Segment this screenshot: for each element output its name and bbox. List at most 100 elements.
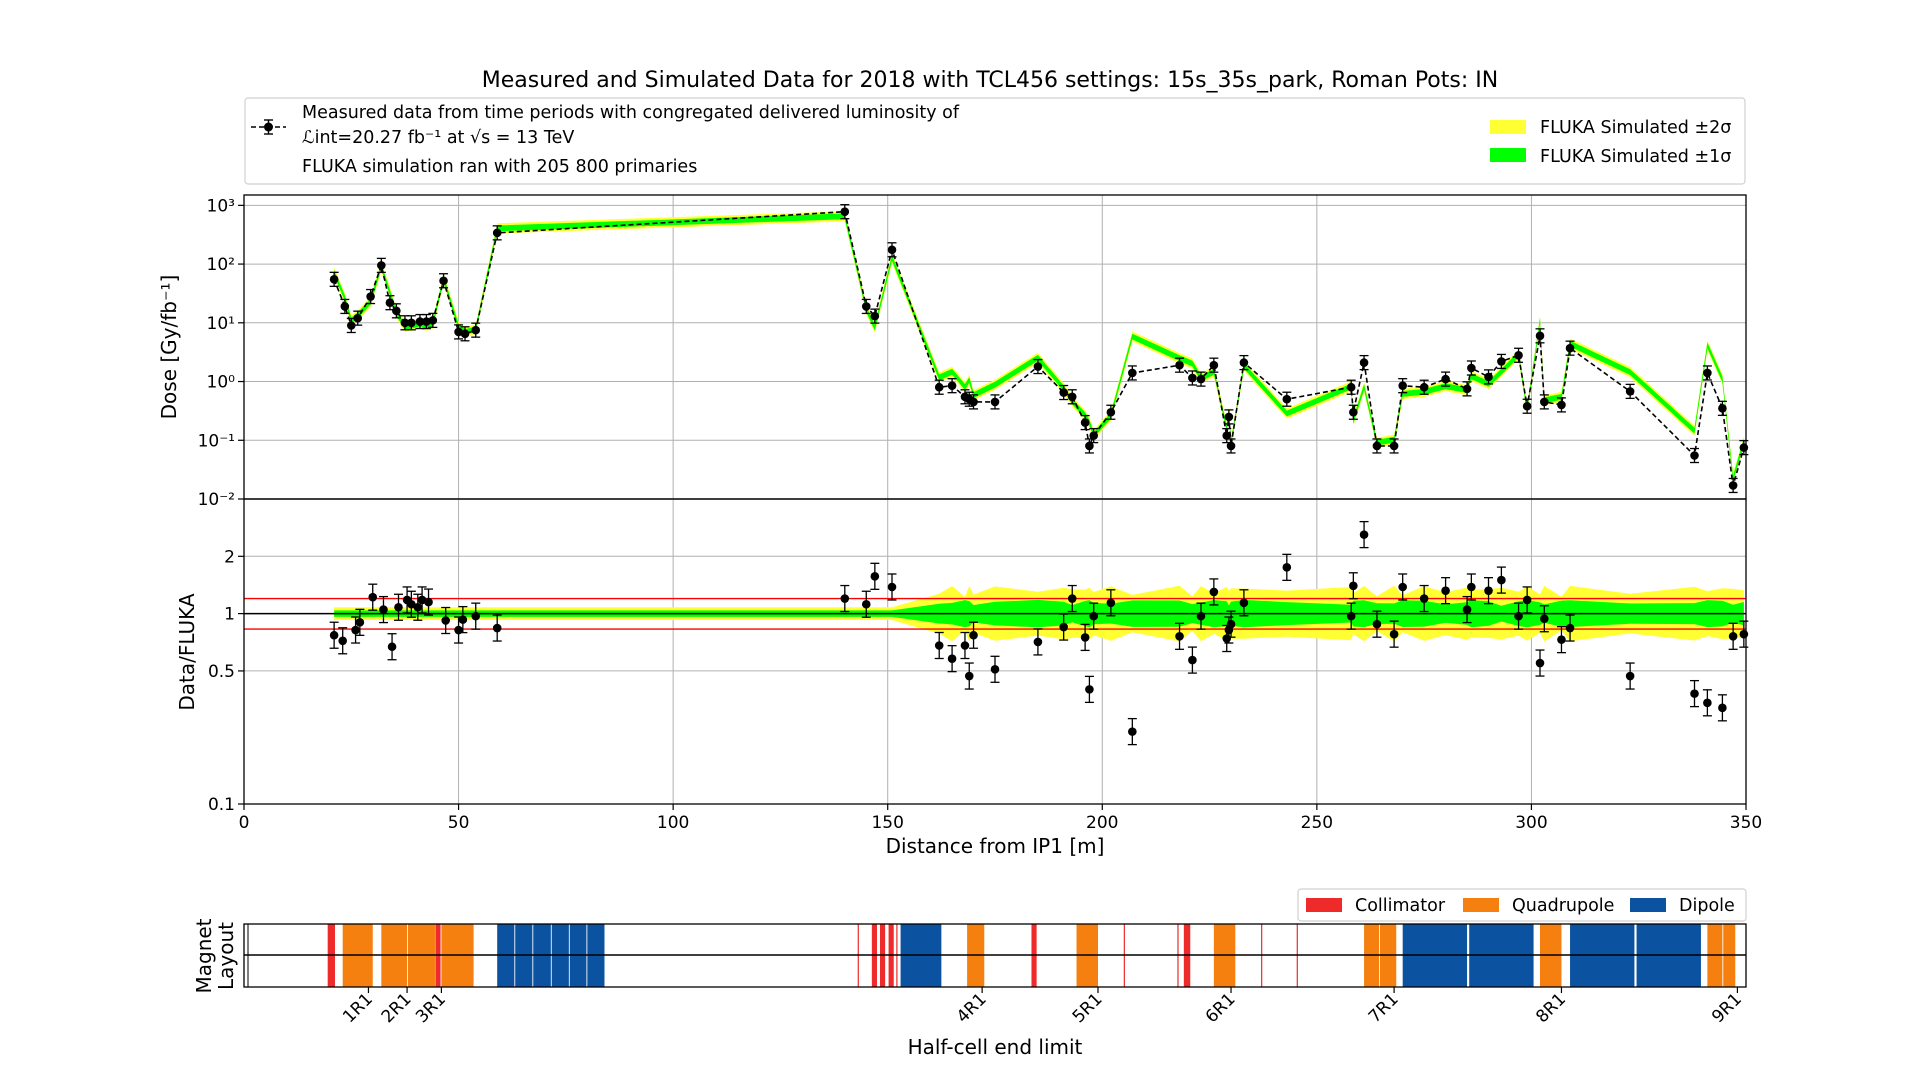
dose-y-axis-label: Dose [Gy/fb⁻¹]: [157, 275, 181, 420]
legend-quadrupole-swatch: [1463, 898, 1499, 912]
ratio-point: [1739, 629, 1749, 639]
dose-sigma1-band: [334, 213, 1744, 482]
ratio-point: [379, 605, 388, 614]
ratio-point: [1222, 634, 1232, 643]
dose-y-tick-label: 10²: [207, 255, 235, 275]
ratio-point: [1349, 581, 1358, 591]
legend-measured-line2: ℒint=20.27 fb⁻¹ at √s = 13 TeV: [302, 128, 574, 148]
ratio-point: [1398, 582, 1407, 592]
dose-measured-point: [1128, 368, 1137, 378]
dose-measured-point: [887, 245, 897, 255]
dose-measured-point: [1175, 360, 1184, 370]
ratio-point: [1239, 598, 1249, 608]
ratio-point: [1419, 594, 1429, 603]
ratio-point: [1359, 530, 1369, 539]
ratio-point: [1175, 632, 1184, 641]
ratio-point: [1372, 619, 1382, 629]
half-cell-tick-label: 4R1: [953, 989, 991, 1027]
dose-measured-point: [1467, 363, 1476, 373]
dose-sigma2-band: [334, 211, 1744, 484]
legend-sigma1-swatch: [1490, 148, 1526, 162]
dose-y-tick-label: 10¹: [207, 314, 235, 334]
dose-y-tick-label: 10⁰: [207, 373, 236, 393]
ratio-point: [492, 623, 502, 633]
half-cell-tick-label: 2R1: [378, 989, 416, 1027]
ratio-point: [1059, 622, 1068, 632]
ratio-point: [1196, 611, 1206, 621]
dose-measured-point: [1226, 441, 1236, 451]
ratio-point: [1718, 703, 1727, 713]
dose-measured-point: [1372, 441, 1382, 451]
dose-measured-point: [428, 316, 438, 325]
dose-measured-point: [492, 228, 502, 238]
ratio-point: [394, 602, 403, 612]
legend-measured-line1: Measured data from time periods with con…: [302, 103, 960, 123]
dose-measured-point: [840, 207, 850, 216]
dose-measured-point: [1703, 368, 1712, 378]
ratio-point: [1128, 727, 1137, 736]
dose-measured-point: [1514, 350, 1523, 360]
dose-y-tick-label: 10³: [207, 196, 235, 216]
half-cell-tick-label: 9R1: [1708, 989, 1746, 1027]
dose-measured-point: [1718, 404, 1727, 413]
dose-measured-point: [400, 318, 410, 328]
ratio-point: [861, 599, 871, 609]
dose-measured-point: [1059, 388, 1068, 397]
dose-measured-point: [1089, 431, 1099, 440]
ratio-panel: 2 1 0.5 0.1 0 50 100 150 200 250 300 350 Data/FLUK…: [175, 498, 1762, 858]
ratio-point: [1441, 586, 1450, 595]
half-cell-tick-label: 5R1: [1069, 989, 1107, 1027]
ratio-point: [1557, 635, 1566, 644]
dose-measured-point: [1398, 381, 1407, 390]
dose-measured-point: [1222, 431, 1232, 440]
half-cell-tick-label: 3R1: [412, 989, 450, 1027]
dose-measured-point: [969, 397, 978, 407]
ratio-point: [1467, 582, 1476, 592]
dose-measured-point: [1535, 331, 1545, 341]
dose-measured-point: [422, 317, 431, 326]
legend-sigma1-label: FLUKA Simulated ±1σ: [1540, 147, 1731, 167]
dose-measured-point: [1349, 407, 1358, 417]
ratio-y-tick-label: 2: [224, 547, 235, 567]
ratio-point: [1085, 685, 1094, 694]
dose-measured-point: [1419, 382, 1429, 392]
ratio-point: [1033, 637, 1043, 647]
ratio-point: [1540, 614, 1549, 624]
half-cell-tick-label: 1R1: [339, 989, 377, 1027]
half-cell-tick-label: 6R1: [1202, 989, 1240, 1027]
ratio-point: [355, 618, 365, 627]
dose-measured-point: [1239, 358, 1249, 367]
ratio-point: [424, 597, 433, 607]
ratio-x-tick-label: 350: [1730, 813, 1762, 833]
legend-measured-marker: [251, 119, 286, 135]
dose-sim-2sigma-band: [334, 211, 1744, 484]
legend-fluka-note: FLUKA simulation ran with 205 800 primar…: [302, 157, 697, 177]
ratio-x-tick-label: 0: [239, 813, 250, 833]
ratio-point: [1497, 575, 1506, 585]
dose-sim-1sigma-band: [334, 213, 1744, 482]
dose-measured-point: [392, 306, 401, 316]
dose-measured-point: [1484, 372, 1493, 382]
dose-measured-point: [471, 325, 481, 335]
ratio-x-tick-label: 200: [1086, 813, 1118, 833]
dose-measured-point: [1196, 374, 1206, 384]
ratio-point: [840, 594, 850, 603]
ratio-x-tick-label: 250: [1301, 813, 1333, 833]
ratio-x-tick-label: 150: [871, 813, 903, 833]
ratio-point: [413, 602, 423, 612]
ratio-point: [1346, 611, 1356, 621]
dose-measured-point: [1282, 394, 1292, 404]
dose-measured-point: [460, 329, 470, 339]
magnet-y-axis-label-line1: Magnet: [192, 918, 216, 993]
ratio-point: [969, 630, 978, 640]
ratio-point: [471, 611, 481, 621]
ratio-point: [1690, 689, 1699, 698]
half-cell-tick-label: 8R1: [1532, 989, 1570, 1027]
dose-measured-point: [1441, 374, 1450, 384]
dose-measured-point: [1033, 362, 1043, 371]
dose-measured-point: [415, 317, 425, 326]
dose-y-ticks: 10³ 10² 10¹ 10⁰ 10⁻¹ 10⁻²: [198, 196, 244, 510]
ratio-point: [1106, 598, 1116, 608]
ratio-point: [960, 641, 970, 650]
